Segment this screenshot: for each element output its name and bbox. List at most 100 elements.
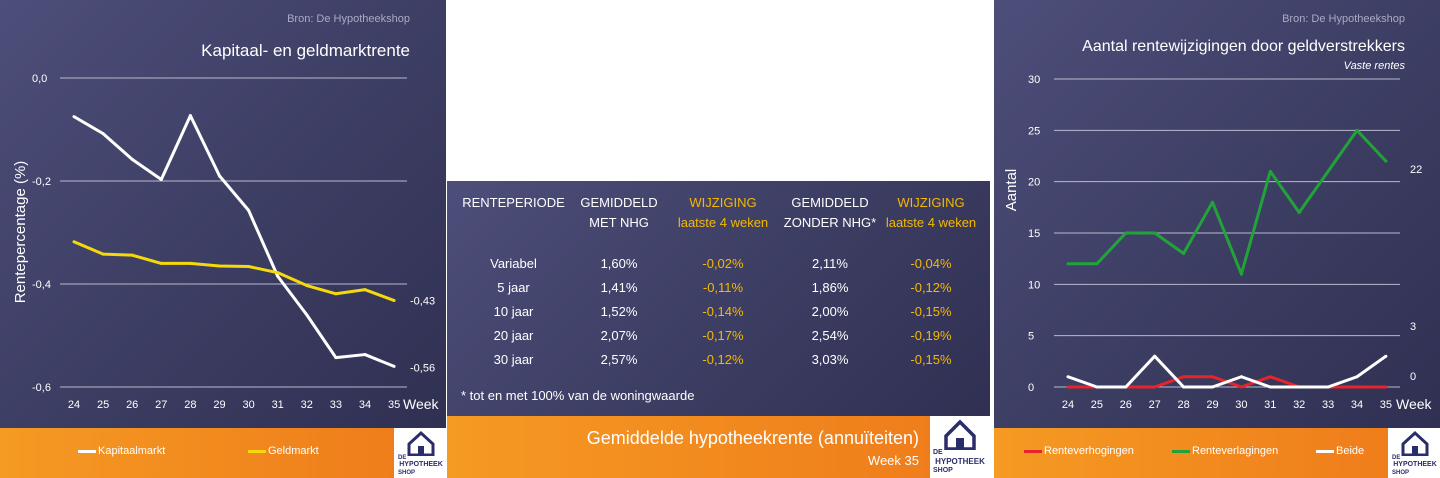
x-tick-label: 25 (1091, 399, 1103, 411)
middle-footer-week: Week 35 (867, 453, 919, 468)
cell-wijziging-zonder: -0,19% (910, 327, 952, 343)
y-tick-label: 20 (1028, 177, 1040, 189)
x-tick-label: 26 (1120, 399, 1132, 411)
y-axis-label: Aantal (1003, 169, 1020, 212)
cell-period: Variabel (490, 255, 537, 271)
rates-table: RENTEPERIODE GEMIDDELD MET NHG WIJZIGING l… (455, 186, 982, 371)
legend-swatch-renteverlagingen (1172, 449, 1190, 453)
table-row: 20 jaar 2,07% -0,17% 2,54% -0,19% (455, 323, 982, 347)
cell-wijziging-zonder: -0,15% (910, 351, 952, 367)
x-axis-label: Week (403, 396, 440, 412)
x-tick-label: 29 (1206, 399, 1218, 411)
header-text: RENTEPERIODE (462, 195, 565, 210)
logo-text-de: DE (398, 455, 407, 461)
x-tick-label: 34 (1351, 399, 1363, 411)
end-value-label: 22 (1410, 164, 1422, 176)
cell-zonder-nhg: 2,11% (812, 255, 848, 271)
logo-text-de: DE (933, 449, 943, 456)
right-legend-bar (994, 428, 1388, 478)
legend-swatch-geldmarkt (248, 449, 266, 453)
x-tick-label: 26 (126, 399, 138, 411)
data-point-renteverlagingen (1355, 128, 1359, 132)
cell-zonder-nhg: 3,03% (811, 351, 849, 367)
cell-wijziging-met: -0,11% (702, 279, 744, 295)
data-point-geldmarkt (392, 298, 396, 302)
table-row: 5 jaar 1,41% -0,11% 1,86% -0,12% (455, 275, 982, 299)
left-chart: 0,0 -0,2 -0,4 -0,6 24 25 26 27 28 29 30 31 32 33 34 35 W… (12, 73, 440, 412)
cell-wijziging-met: -0,02% (702, 255, 744, 271)
x-tick-label: 27 (155, 399, 167, 411)
data-point-kapitaalmarkt (392, 364, 396, 368)
data-point-kapitaalmarkt (305, 313, 309, 317)
series-line-renteverlagingen (1068, 128, 1387, 276)
logo-text-shop: SHOP (1392, 470, 1410, 476)
x-tick-label: 28 (184, 399, 196, 411)
x-tick-label: 31 (272, 399, 284, 411)
left-source-label: Bron: De Hypotheekshop (287, 13, 410, 25)
data-point-kapitaalmarkt (72, 115, 76, 119)
data-point-beide (1153, 354, 1157, 358)
cell-wijziging-zonder: -0,04% (910, 255, 952, 271)
data-point-geldmarkt (72, 240, 76, 244)
data-point-renteverlagingen (1239, 272, 1243, 276)
cell-period: 10 jaar (493, 303, 534, 319)
data-point-beide (1124, 385, 1128, 389)
data-point-renteverlagingen (1153, 231, 1157, 235)
data-point-geldmarkt (218, 264, 221, 268)
data-point-beide (1326, 385, 1330, 389)
cell-met-nhg: 2,57% (600, 351, 638, 367)
table-row: 10 jaar 1,52% -0,14% 2,00% -0,15% (455, 299, 982, 323)
left-chart-title: Kapitaal- en geldmarktrente (201, 41, 410, 60)
legend-swatch-kapitaalmarkt (78, 449, 96, 453)
data-point-geldmarkt (334, 292, 338, 296)
data-point-beide (1182, 385, 1186, 389)
legend-geldmarkt: Geldmarkt (248, 445, 319, 457)
cell-wijziging-met: -0,17% (702, 327, 744, 343)
cell-period: 20 jaar (493, 327, 534, 343)
data-point-renteverlagingen (1182, 252, 1186, 256)
x-tick-label: 35 (1380, 399, 1392, 411)
data-point-geldmarkt (188, 261, 192, 265)
middle-footer (447, 416, 930, 478)
logo-text-hypotheek: HYPOTHEEK (399, 461, 443, 468)
logo-text-hypotheek: HYPOTHEEK (935, 457, 985, 466)
data-point-geldmarkt (130, 253, 134, 257)
right-source-label: Bron: De Hypotheekshop (1282, 13, 1405, 25)
table-row: 30 jaar 2,57% -0,12% 3,03% -0,15% (455, 347, 982, 371)
x-axis-label: Week (1396, 396, 1433, 412)
header-renteperiode: RENTEPERIODE (455, 186, 572, 239)
legend-beide: Beide (1316, 445, 1364, 457)
data-point-geldmarkt (159, 261, 163, 265)
logo-text-shop: SHOP (933, 467, 953, 474)
data-point-kapitaalmarkt (218, 174, 221, 178)
data-point-renteverlagingen (1297, 210, 1301, 214)
data-point-beide (1066, 375, 1070, 379)
data-point-renteverhogingen (1268, 375, 1272, 379)
x-tick-label: 24 (68, 399, 80, 411)
cell-met-nhg: 1,60% (600, 255, 638, 271)
cell-zonder-nhg: 1,86% (811, 279, 849, 295)
logo-text-hypotheek: HYPOTHEEK (1393, 461, 1437, 468)
logo-text-shop: SHOP (398, 470, 416, 476)
data-point-beide (1384, 354, 1388, 358)
end-value-label: 0 (1410, 371, 1416, 383)
x-tick-label: 33 (330, 399, 342, 411)
right-chart-title: Aantal rentewijzigingen door geldverstre… (1082, 38, 1405, 55)
data-point-kapitaalmarkt (276, 274, 280, 278)
series-line-kapitaalmarkt (73, 114, 395, 368)
legend-swatch-renteverhogingen (1024, 449, 1042, 453)
header-gemiddeld-zonder-nhg: GEMIDDELD ZONDER NHG* (783, 195, 877, 230)
data-point-kapitaalmarkt (363, 353, 367, 357)
data-point-beide (1355, 375, 1359, 379)
hypotheekshop-logo-middle: DE HYPOTHEEK SHOP (930, 416, 990, 478)
data-point-geldmarkt (276, 271, 280, 275)
x-tick-label: 25 (97, 399, 109, 411)
data-point-renteverlagingen (1268, 169, 1272, 173)
y-tick-label: 0 (1028, 382, 1034, 394)
y-tick-label: 5 (1028, 331, 1034, 343)
data-point-geldmarkt (363, 288, 367, 292)
hypotheekshop-logo-right: DE HYPOTHEEK SHOP (1390, 428, 1440, 478)
cell-met-nhg: 1,52% (600, 303, 638, 319)
header-wijziging-met-nhg: WIJZIGING laatste 4 weken (677, 195, 769, 230)
